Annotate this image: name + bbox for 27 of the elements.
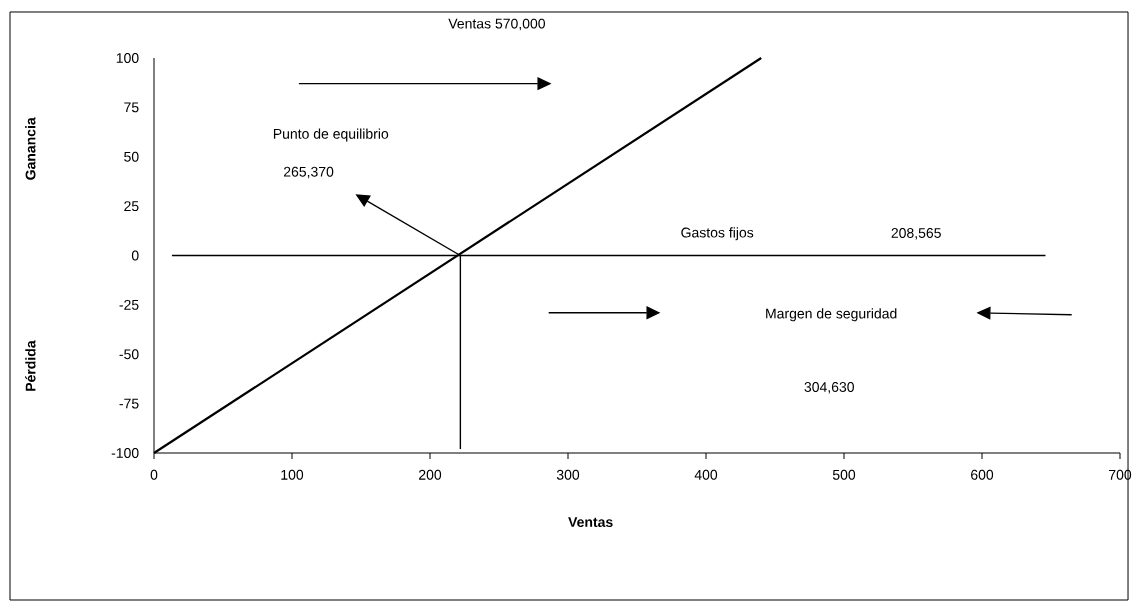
x-tick-label: 500 (832, 469, 856, 480)
y-tick-label: -75 (119, 398, 139, 409)
annotation: 208,565 (891, 227, 941, 240)
x-tick-label: 400 (694, 469, 718, 480)
x-tick-label: 0 (150, 469, 158, 480)
y-tick-label: -100 (111, 448, 139, 458)
x-tick-label: 200 (419, 469, 442, 480)
y-tick-label: 25 (124, 201, 139, 212)
annotation: Margen de seguridad (766, 308, 897, 322)
text: Ganancia (25, 117, 36, 180)
y-tick-label: 75 (124, 102, 139, 113)
text: Pérdida (25, 340, 36, 391)
x-tick-label: 300 (556, 469, 580, 480)
y-tick-label: -25 (119, 299, 139, 310)
y-tick-label: 100 (116, 53, 139, 63)
x-tick-label: 100 (281, 469, 304, 480)
y-tick-label: 50 (124, 151, 139, 162)
y-tick-label: -50 (119, 349, 139, 360)
annotation: 265,370 (283, 166, 334, 179)
x-tick-label: 600 (971, 469, 994, 480)
x-tick-label: 700 (1109, 469, 1132, 480)
text: Ventas 570,000 (448, 18, 546, 31)
annotation: Gastos fijos (681, 227, 754, 241)
x-axis-title: Ventas (568, 517, 613, 528)
y-tick-label: 0 (131, 250, 139, 261)
annotation: Punto de equilibrio (273, 128, 389, 142)
annotation: 304,630 (804, 382, 854, 394)
